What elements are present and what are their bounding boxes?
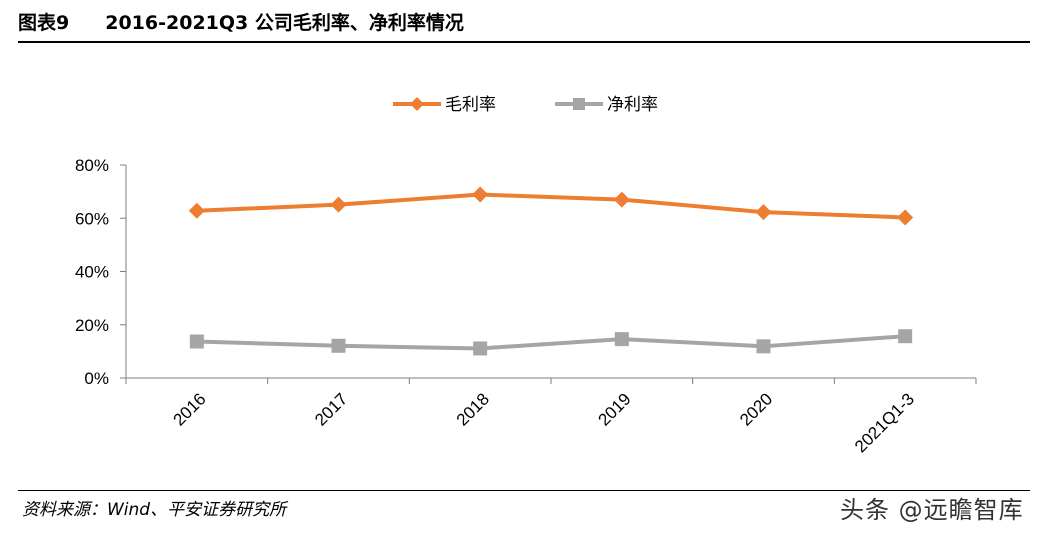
data-point-square bbox=[331, 338, 346, 353]
x-tick-label: 2017 bbox=[311, 389, 351, 429]
data-point-square bbox=[614, 332, 629, 347]
data-point-diamond bbox=[472, 186, 489, 203]
y-tick-label: 80% bbox=[75, 156, 109, 175]
data-point-diamond bbox=[897, 209, 914, 226]
legend-label: 毛利率 bbox=[445, 95, 496, 115]
header-rule bbox=[18, 41, 1030, 43]
y-tick-label: 40% bbox=[75, 263, 109, 282]
data-point-square bbox=[756, 339, 771, 354]
watermark: 头条 @远瞻智库 bbox=[840, 496, 1024, 524]
x-tick-label: 2020 bbox=[736, 389, 776, 429]
series-line-2 bbox=[196, 334, 906, 351]
data-point-square bbox=[473, 341, 488, 356]
data-point-square bbox=[189, 334, 204, 349]
data-point-diamond bbox=[755, 204, 772, 221]
x-tick-label: 2016 bbox=[169, 389, 209, 429]
x-tick-label: 2019 bbox=[594, 389, 634, 429]
data-point-diamond bbox=[613, 191, 630, 208]
footer-rule bbox=[18, 490, 1030, 491]
y-tick-label: 20% bbox=[75, 316, 109, 335]
series-line-1 bbox=[196, 192, 906, 220]
y-tick-label: 60% bbox=[75, 209, 109, 228]
data-point-diamond bbox=[188, 202, 205, 219]
figure-title: 2016-2021Q3 公司毛利率、净利率情况 bbox=[105, 11, 464, 34]
figure-label: 图表9 bbox=[18, 11, 70, 34]
legend-marker-diamond bbox=[410, 97, 424, 111]
figure-header: 图表9 2016-2021Q3 公司毛利率、净利率情况 bbox=[18, 4, 1030, 38]
data-point-diamond bbox=[330, 196, 347, 213]
legend-marker-square bbox=[573, 98, 585, 110]
source-note: 资料来源：Wind、平安证券研究所 bbox=[22, 500, 287, 520]
data-point-square bbox=[898, 329, 913, 344]
legend-label: 净利率 bbox=[607, 95, 658, 115]
y-tick-label: 0% bbox=[84, 369, 109, 388]
x-tick-label: 2018 bbox=[453, 389, 493, 429]
x-tick-label: 2021Q1-3 bbox=[851, 389, 918, 456]
